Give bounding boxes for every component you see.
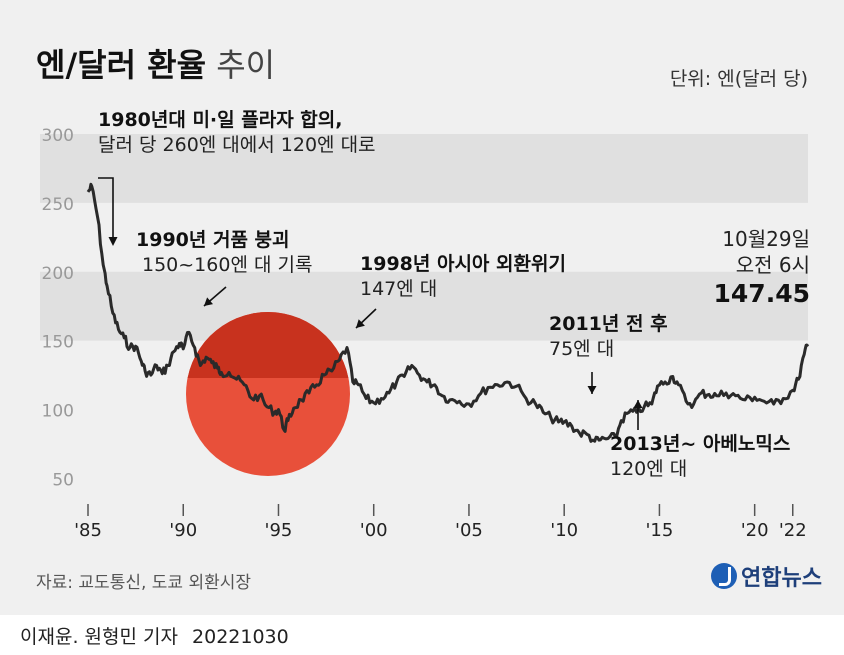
series-line-jpy-usd (86, 182, 810, 443)
x-tick-label-2020: '20 (741, 520, 769, 541)
x-tick-label-1990: '90 (169, 520, 197, 541)
y-tick-label-250: 250 (42, 195, 74, 215)
annotation-bubble-body: 150~160엔 대 기록 (142, 253, 313, 276)
x-tick-label-2015: '15 (645, 520, 673, 541)
arrow-2011-head (587, 386, 597, 394)
arrow-asia-head (356, 319, 365, 328)
x-tick-label-2010: '10 (550, 520, 578, 541)
title-bold: 엔/달러 환율 (36, 46, 207, 84)
byline: 이재윤. 원형민 기자 20221030 (20, 622, 289, 649)
arrow-plaza-head (108, 237, 118, 246)
shaded-band-1 (40, 271, 808, 341)
yonhap-logo-icon (711, 563, 738, 589)
annotation-plaza: 1980년대 미·일 플라자 합의, 달러 당 260엔 대에서 120엔 대로 (98, 108, 376, 157)
x-tick-label-2022: '22 (779, 520, 807, 541)
latest-value-label: 10월29일 오전 6시 147.45 (690, 226, 810, 311)
arrow-abenomics-head (633, 400, 643, 408)
shaded-band-0 (40, 134, 808, 203)
annotation-bubble: 1990년 거품 붕괴 150~160엔 대 기록 (136, 228, 312, 277)
annotation-abenomics-head: 2013년~ 아베노믹스 (610, 433, 791, 455)
byline-authors: 이재윤. 원형민 기자 (20, 626, 178, 648)
annotation-abenomics-body: 120엔 대 (610, 457, 688, 480)
x-tick-label-1995: '95 (265, 520, 293, 541)
byline-date: 20221030 (192, 626, 289, 648)
annotation-asia-head: 1998년 아시아 외환위기 (360, 253, 566, 275)
arrow-plaza-shaft (98, 177, 114, 238)
latest-value: 147.45 (713, 279, 810, 308)
x-tick-label-1985: '85 (74, 520, 102, 541)
y-tick-label-300: 300 (42, 126, 74, 146)
source-note: 자료: 교도통신, 도쿄 외환시장 (36, 573, 252, 593)
annotation-2011-body: 75엔 대 (549, 337, 615, 360)
annotation-plaza-head: 1980년대 미·일 플라자 합의, (98, 109, 343, 131)
annotation-2011: 2011년 전 후 75엔 대 (549, 312, 668, 361)
exchange-rate-chart: 50 100 150 200 250 300 '85 '90 '95 '00 '05 '10 '15 '… (40, 126, 810, 541)
yonhap-logo: 연합뉴스 (711, 560, 822, 592)
annotation-plaza-body: 달러 당 260엔 대에서 120엔 대로 (98, 133, 376, 156)
arrow-bubble-head (204, 297, 213, 306)
y-tick-label-150: 150 (42, 333, 74, 353)
x-tick-label-2005: '05 (455, 520, 483, 541)
latest-date: 10월29일 (722, 227, 810, 251)
y-tick-label-200: 200 (42, 264, 74, 284)
annotation-asia: 1998년 아시아 외환위기 147엔 대 (360, 252, 566, 301)
unit-label: 단위: 엔(달러 당) (669, 68, 808, 90)
annotation-asia-body: 147엔 대 (360, 277, 438, 300)
y-tick-label-50: 50 (52, 470, 74, 490)
y-tick-label-100: 100 (42, 402, 74, 422)
annotation-bubble-head: 1990년 거품 붕괴 (136, 229, 290, 251)
latest-time: 오전 6시 (735, 253, 810, 277)
annotation-2011-head: 2011년 전 후 (549, 313, 668, 335)
yonhap-logo-text: 연합뉴스 (741, 566, 822, 591)
annotation-abenomics: 2013년~ 아베노믹스 120엔 대 (610, 432, 790, 481)
chart-title: 엔/달러 환율 추이 (36, 40, 275, 86)
x-tick-label-2000: '00 (360, 520, 388, 541)
title-light: 추이 (216, 46, 276, 84)
